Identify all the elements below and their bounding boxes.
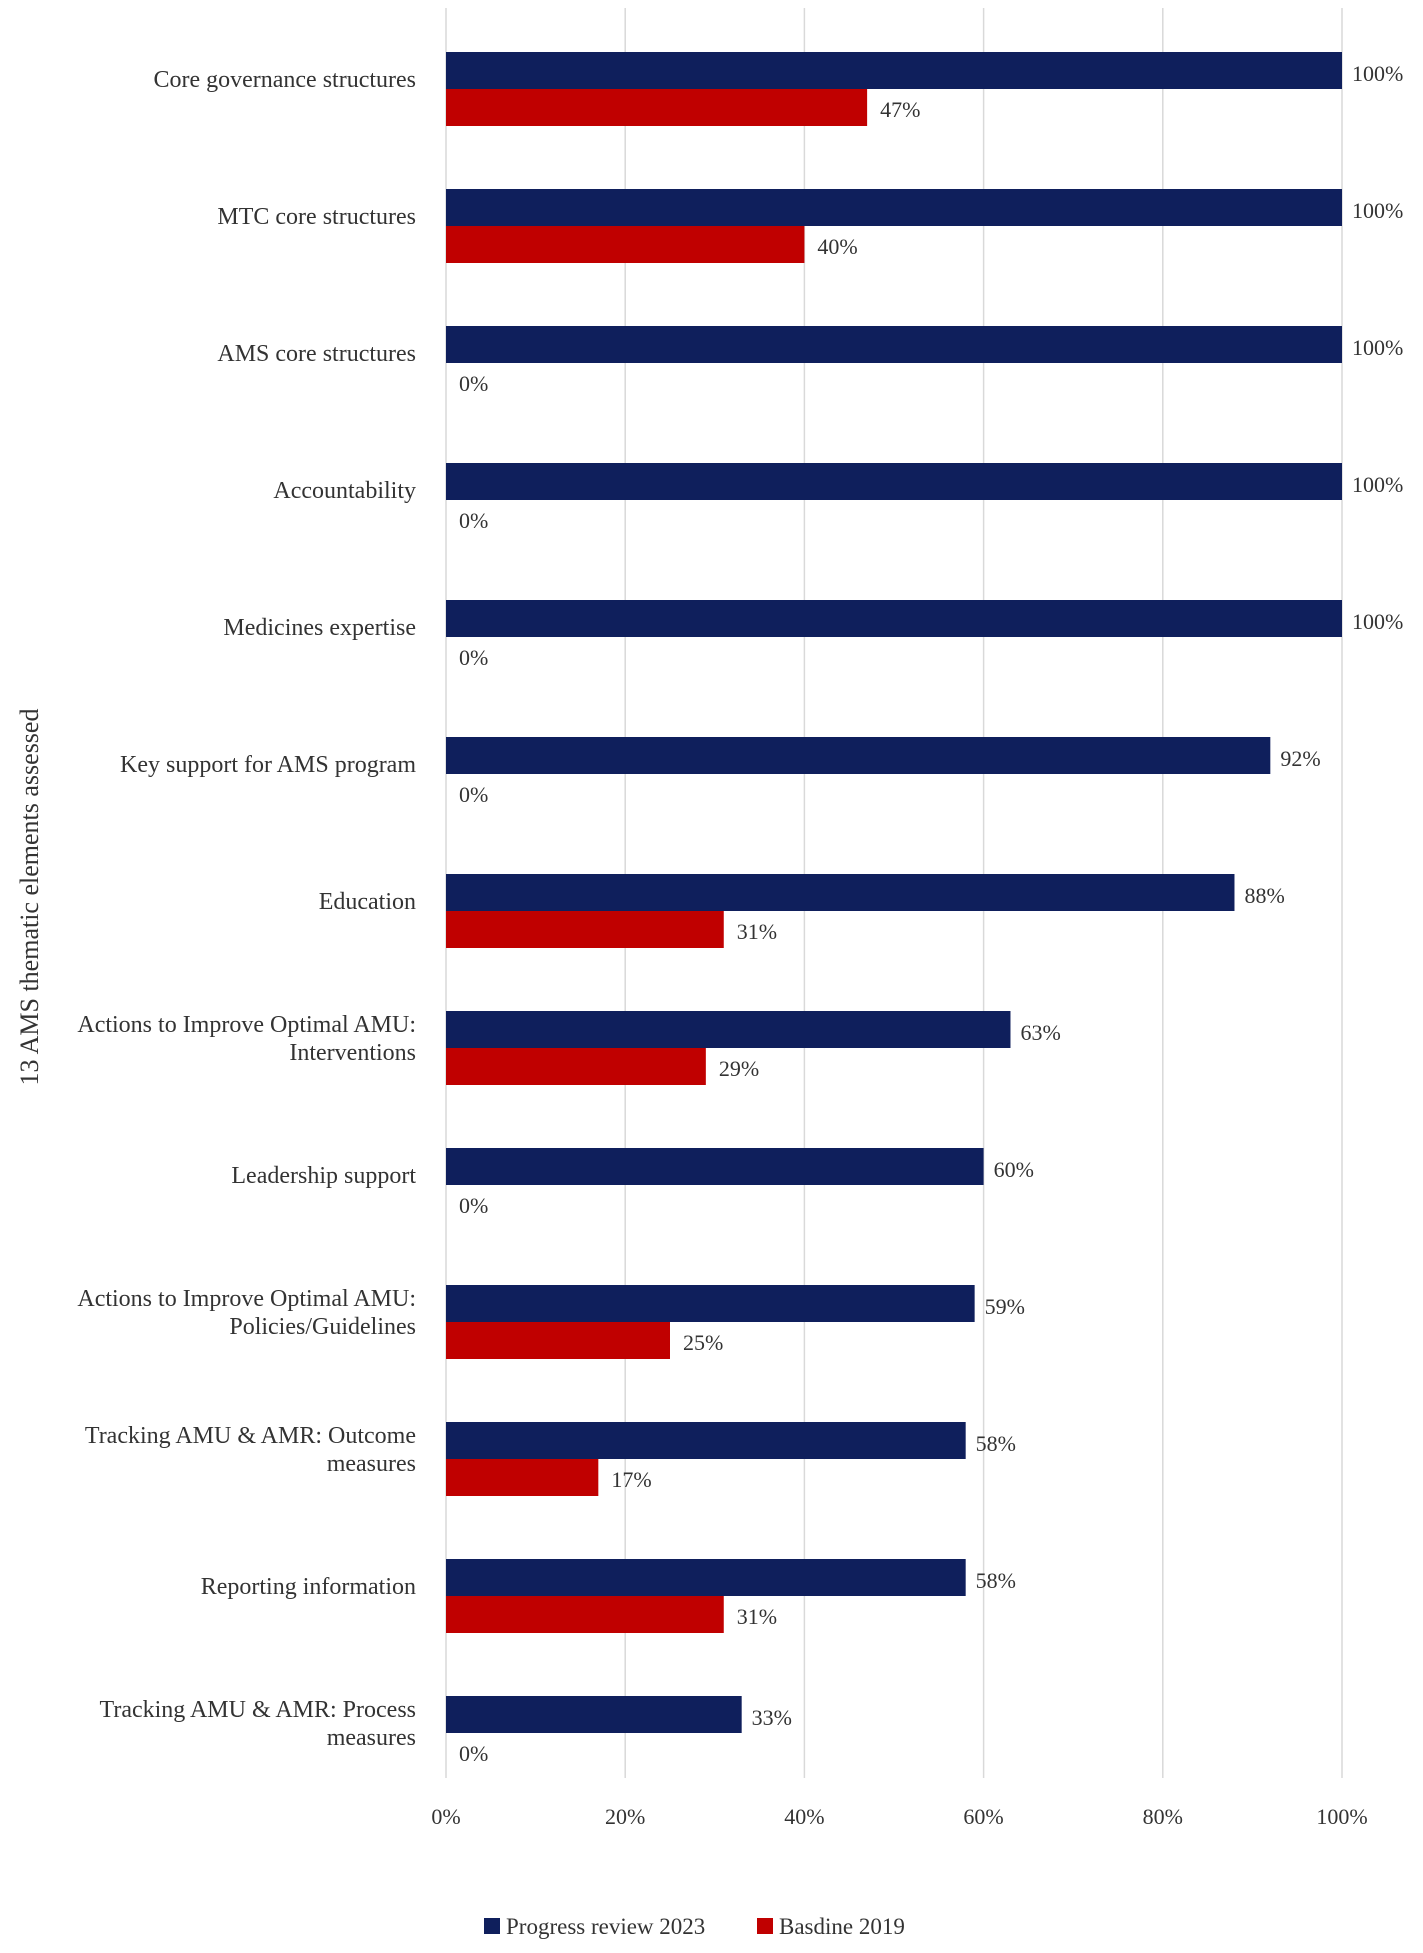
data-label-baseline-2019: 0%	[459, 782, 488, 807]
data-label-progress-2023: 59%	[985, 1294, 1025, 1319]
data-label-progress-2023: 60%	[994, 1157, 1034, 1182]
category-label-line: Interventions	[289, 1040, 416, 1066]
category-label-line: Actions to Improve Optimal AMU:	[77, 1286, 416, 1312]
data-label-baseline-2019: 25%	[683, 1330, 723, 1355]
data-label-progress-2023: 58%	[976, 1431, 1016, 1456]
data-label-progress-2023: 88%	[1244, 883, 1284, 908]
bar-progress-2023	[446, 189, 1342, 226]
data-label-progress-2023: 100%	[1352, 472, 1403, 497]
x-tick-label: 20%	[605, 1804, 645, 1829]
bar-progress-2023	[446, 1148, 984, 1185]
category-label: Actions to Improve Optimal AMU: Intervent…	[77, 1012, 416, 1066]
x-tick-label: 0%	[431, 1804, 460, 1829]
category-label: Core governance structures	[153, 67, 416, 93]
category-label-line: Medicines expertise	[223, 615, 416, 641]
category-label-line: Tracking AMU & AMR: Outcome	[85, 1423, 416, 1449]
category-label: Key support for AMS program	[120, 752, 416, 778]
data-label-progress-2023: 100%	[1352, 61, 1403, 86]
bar-baseline-2019	[446, 226, 805, 263]
category-label-line: Accountability	[273, 478, 416, 504]
bar-baseline-2019	[446, 89, 868, 126]
bar-progress-2023	[446, 326, 1342, 363]
data-label-baseline-2019: 17%	[611, 1467, 651, 1492]
bar-progress-2023	[446, 1422, 966, 1459]
data-label-baseline-2019: 0%	[459, 1741, 488, 1766]
legend-swatch	[757, 1918, 773, 1934]
category-label-line: Policies/Guidelines	[229, 1314, 416, 1340]
data-label-baseline-2019: 40%	[817, 234, 857, 259]
data-label-baseline-2019: 31%	[737, 1604, 777, 1629]
category-label-line: Education	[319, 889, 416, 915]
category-label: MTC core structures	[217, 204, 416, 230]
bar-progress-2023	[446, 874, 1235, 911]
bar-progress-2023	[446, 737, 1271, 774]
bar-progress-2023	[446, 1696, 742, 1733]
data-label-baseline-2019: 0%	[459, 1193, 488, 1218]
bar-progress-2023	[446, 600, 1342, 637]
data-label-baseline-2019: 0%	[459, 371, 488, 396]
category-label-line: MTC core structures	[217, 204, 416, 230]
category-labels: Core governance structures MTC core struc…	[77, 67, 416, 1751]
bar-progress-2023	[446, 52, 1342, 89]
category-label-line: Reporting information	[201, 1574, 416, 1600]
bar-baseline-2019	[446, 1048, 706, 1085]
data-label-progress-2023: 100%	[1352, 609, 1403, 634]
category-label: Reporting information	[201, 1574, 416, 1600]
x-tick-label: 60%	[963, 1804, 1003, 1829]
data-label-baseline-2019: 0%	[459, 508, 488, 533]
data-labels: 100% 47% 100% 40% 100% 0% 100% 0% 100% 0% 92% 0% 88%…	[459, 61, 1403, 1766]
data-label-progress-2023: 63%	[1020, 1020, 1060, 1045]
category-label: Tracking AMU & AMR: Outcome measures	[85, 1423, 416, 1477]
category-label-line: Core governance structures	[153, 67, 416, 93]
data-label-baseline-2019: 0%	[459, 645, 488, 670]
category-label-line: measures	[327, 1725, 416, 1751]
legend: Progress review 2023 Basdine 2019	[484, 1914, 905, 1939]
legend-label: Basdine 2019	[779, 1914, 905, 1939]
legend-swatch	[484, 1918, 500, 1934]
bar-progress-2023	[446, 1559, 966, 1596]
category-label-line: Actions to Improve Optimal AMU:	[77, 1012, 416, 1038]
data-label-progress-2023: 100%	[1352, 198, 1403, 223]
category-label: Leadership support	[231, 1163, 416, 1189]
category-label: Medicines expertise	[223, 615, 416, 641]
bar-baseline-2019	[446, 911, 724, 948]
bar-progress-2023	[446, 1011, 1011, 1048]
bar-progress-2023	[446, 1285, 975, 1322]
bar-baseline-2019	[446, 1322, 670, 1359]
bar-baseline-2019	[446, 1596, 724, 1633]
x-tick-label: 40%	[784, 1804, 824, 1829]
bar-progress-2023	[446, 463, 1342, 500]
category-label: AMS core structures	[217, 341, 416, 367]
category-label-line: measures	[327, 1451, 416, 1477]
category-label-line: AMS core structures	[217, 341, 416, 367]
x-axis-tick-labels: 0% 20% 40% 60% 80% 100%	[431, 1804, 1367, 1829]
legend-item-baseline-2019: Basdine 2019	[757, 1914, 905, 1939]
data-label-progress-2023: 100%	[1352, 335, 1403, 360]
legend-label: Progress review 2023	[506, 1914, 705, 1939]
data-label-progress-2023: 58%	[976, 1568, 1016, 1593]
category-label-line: Tracking AMU & AMR: Process	[100, 1697, 416, 1723]
category-label: Tracking AMU & AMR: Process measures	[100, 1697, 416, 1751]
bar-baseline-2019	[446, 1459, 599, 1496]
data-label-baseline-2019: 47%	[880, 97, 920, 122]
category-label-line: Key support for AMS program	[120, 752, 416, 778]
category-label-line: Leadership support	[231, 1163, 416, 1189]
category-label: Accountability	[273, 478, 416, 504]
x-tick-label: 100%	[1316, 1804, 1367, 1829]
x-tick-label: 80%	[1143, 1804, 1183, 1829]
data-label-progress-2023: 33%	[752, 1705, 792, 1730]
data-label-baseline-2019: 29%	[719, 1056, 759, 1081]
legend-item-progress-2023: Progress review 2023	[484, 1914, 705, 1939]
category-label: Actions to Improve Optimal AMU: Policies/…	[77, 1286, 416, 1340]
data-label-baseline-2019: 31%	[737, 919, 777, 944]
data-label-progress-2023: 92%	[1280, 746, 1320, 771]
y-axis-title: 13 AMS thematic elements assessed	[15, 709, 44, 1086]
category-label: Education	[319, 889, 416, 915]
bars	[446, 52, 1342, 1733]
